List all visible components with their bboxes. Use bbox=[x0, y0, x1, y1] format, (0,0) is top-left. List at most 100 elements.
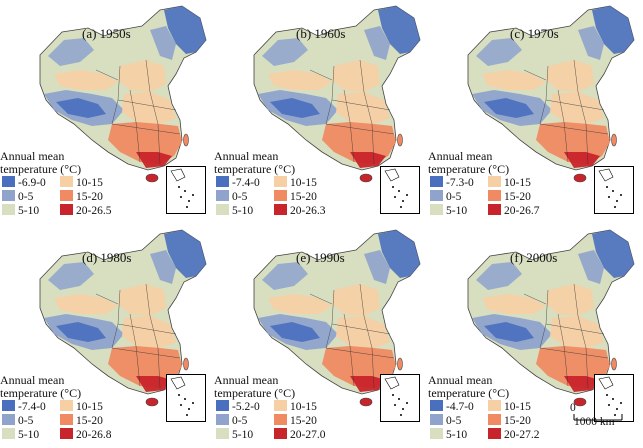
legend-item: 20-27.0 bbox=[274, 428, 325, 442]
legend-item: 0-5 bbox=[430, 414, 461, 428]
legend-item: 5-10 bbox=[2, 204, 39, 218]
legend-item: 20-26.8 bbox=[60, 428, 111, 442]
legend-title-line: Annual mean bbox=[0, 373, 65, 387]
legend-swatch bbox=[274, 176, 287, 187]
legend-item: 10-15 bbox=[60, 176, 103, 190]
legend-title: Annual mean temperature (°C) bbox=[0, 150, 120, 176]
legend-label: 20-26.7 bbox=[504, 205, 540, 217]
legend: -6.9-0 0-5 5-10 10-15 15-20 20-26.5 bbox=[2, 176, 132, 224]
legend-item: 0-5 bbox=[430, 190, 461, 204]
panel-title: (b) 1960s bbox=[296, 26, 346, 41]
legend: -7.4-0 0-5 5-10 10-15 15-20 20-26.3 bbox=[216, 176, 346, 224]
legend-swatch bbox=[430, 176, 443, 187]
legend-item: 0-5 bbox=[2, 414, 33, 428]
legend-item: -7.3-0 bbox=[430, 176, 474, 190]
legend-label: 10-15 bbox=[76, 177, 103, 189]
legend-label: 5-10 bbox=[232, 205, 254, 217]
legend-label: 15-20 bbox=[76, 415, 103, 427]
legend-item: 15-20 bbox=[488, 414, 531, 428]
legend-label: 5-10 bbox=[232, 429, 254, 441]
legend-swatch bbox=[274, 400, 287, 411]
legend-swatch bbox=[430, 190, 443, 201]
legend-swatch bbox=[2, 428, 15, 439]
legend: -4.7-0 0-5 5-10 10-15 15-20 20-27.2 bbox=[430, 400, 560, 448]
legend-label: -6.9-0 bbox=[18, 177, 46, 189]
legend-item: 5-10 bbox=[430, 428, 467, 442]
legend-title-line: Annual mean bbox=[214, 149, 279, 163]
legend-swatch bbox=[430, 428, 443, 439]
legend-label: 15-20 bbox=[290, 415, 317, 427]
legend-title-line: temperature (°C) bbox=[428, 162, 510, 176]
legend-swatch bbox=[488, 204, 501, 215]
panel-title: (d) 1980s bbox=[82, 250, 132, 265]
legend-label: 0-5 bbox=[232, 415, 248, 427]
temperature-map bbox=[39, 229, 207, 407]
legend-title: Annual mean temperature (°C) bbox=[428, 150, 548, 176]
legend-label: -7.4-0 bbox=[18, 401, 46, 413]
south-china-sea-inset bbox=[594, 374, 634, 422]
legend-swatch bbox=[274, 204, 287, 215]
legend-label: 10-15 bbox=[504, 177, 531, 189]
map-panel: (a) 1950s Annual mean temperature (°C) -… bbox=[0, 0, 214, 224]
legend-swatch bbox=[488, 428, 501, 439]
legend-label: 10-15 bbox=[76, 401, 103, 413]
legend-label: 10-15 bbox=[290, 401, 317, 413]
legend-swatch bbox=[216, 414, 229, 425]
legend-swatch bbox=[60, 428, 73, 439]
legend-swatch bbox=[274, 190, 287, 201]
legend-item: 15-20 bbox=[274, 190, 317, 204]
legend-label: 15-20 bbox=[76, 191, 103, 203]
legend-swatch bbox=[216, 400, 229, 411]
legend-item: 0-5 bbox=[2, 190, 33, 204]
legend-item: 20-26.3 bbox=[274, 204, 325, 218]
legend-swatch bbox=[2, 414, 15, 425]
legend-title-line: Annual mean bbox=[428, 149, 493, 163]
legend-item: -7.4-0 bbox=[216, 176, 260, 190]
legend: -7.4-0 0-5 5-10 10-15 15-20 20-26.8 bbox=[2, 400, 132, 448]
legend-swatch bbox=[488, 414, 501, 425]
legend-label: 20-26.3 bbox=[290, 205, 326, 217]
legend-label: 0-5 bbox=[446, 191, 462, 203]
legend-item: 10-15 bbox=[274, 400, 317, 414]
scale-zero-label: 0 bbox=[570, 402, 576, 414]
legend-item: 20-27.2 bbox=[488, 428, 539, 442]
legend-label: 0-5 bbox=[18, 191, 34, 203]
south-china-sea-inset bbox=[166, 374, 206, 422]
legend-item: 10-15 bbox=[60, 400, 103, 414]
legend-title-line: Annual mean bbox=[428, 373, 493, 387]
legend-label: 5-10 bbox=[446, 429, 468, 441]
legend-item: 15-20 bbox=[488, 190, 531, 204]
legend-item: -4.7-0 bbox=[430, 400, 474, 414]
legend-label: 0-5 bbox=[446, 415, 462, 427]
legend-swatch bbox=[60, 190, 73, 201]
legend-label: 0-5 bbox=[18, 415, 34, 427]
legend-label: 5-10 bbox=[18, 429, 40, 441]
legend-swatch bbox=[430, 204, 443, 215]
legend-title-line: temperature (°C) bbox=[0, 386, 82, 400]
legend-swatch bbox=[60, 204, 73, 215]
legend-item: 15-20 bbox=[60, 414, 103, 428]
legend-title: Annual mean temperature (°C) bbox=[214, 374, 334, 400]
legend-label: 15-20 bbox=[504, 191, 531, 203]
legend-label: 20-27.2 bbox=[504, 429, 540, 441]
legend-item: 0-5 bbox=[216, 414, 247, 428]
legend-swatch bbox=[216, 190, 229, 201]
legend-swatch bbox=[2, 204, 15, 215]
legend-swatch bbox=[274, 428, 287, 439]
legend-item: -7.4-0 bbox=[2, 400, 46, 414]
legend-swatch bbox=[430, 414, 443, 425]
legend-swatch bbox=[216, 204, 229, 215]
legend-label: 15-20 bbox=[290, 191, 317, 203]
legend-item: 10-15 bbox=[274, 176, 317, 190]
legend-swatch bbox=[60, 400, 73, 411]
legend-title-line: Annual mean bbox=[214, 373, 279, 387]
panel-title: (c) 1970s bbox=[510, 26, 559, 41]
map-panel: (b) 1960s Annual mean temperature (°C) -… bbox=[214, 0, 428, 224]
legend-swatch bbox=[2, 190, 15, 201]
legend-swatch bbox=[488, 400, 501, 411]
legend-swatch bbox=[274, 414, 287, 425]
legend-item: 5-10 bbox=[216, 204, 253, 218]
legend-label: 20-26.5 bbox=[76, 205, 112, 217]
legend: -7.3-0 0-5 5-10 10-15 15-20 20-26.7 bbox=[430, 176, 560, 224]
legend-title: Annual mean temperature (°C) bbox=[214, 150, 334, 176]
